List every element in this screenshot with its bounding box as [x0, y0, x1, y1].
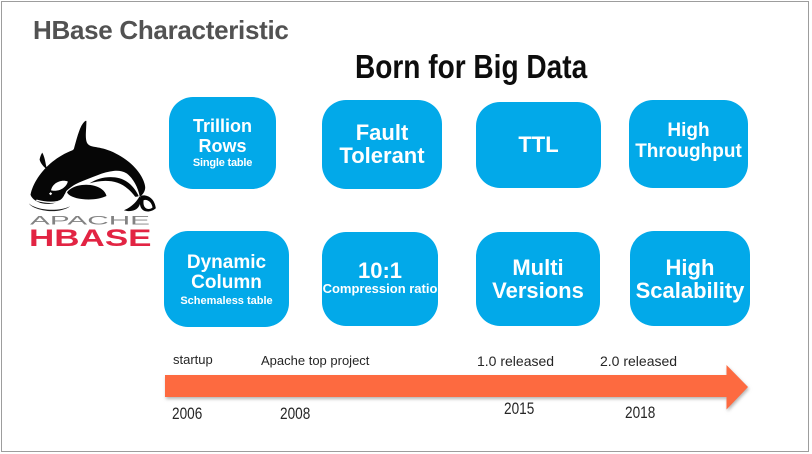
svg-text:HBASE: HBASE	[29, 225, 152, 252]
svg-text:APACHE: APACHE	[30, 215, 151, 227]
